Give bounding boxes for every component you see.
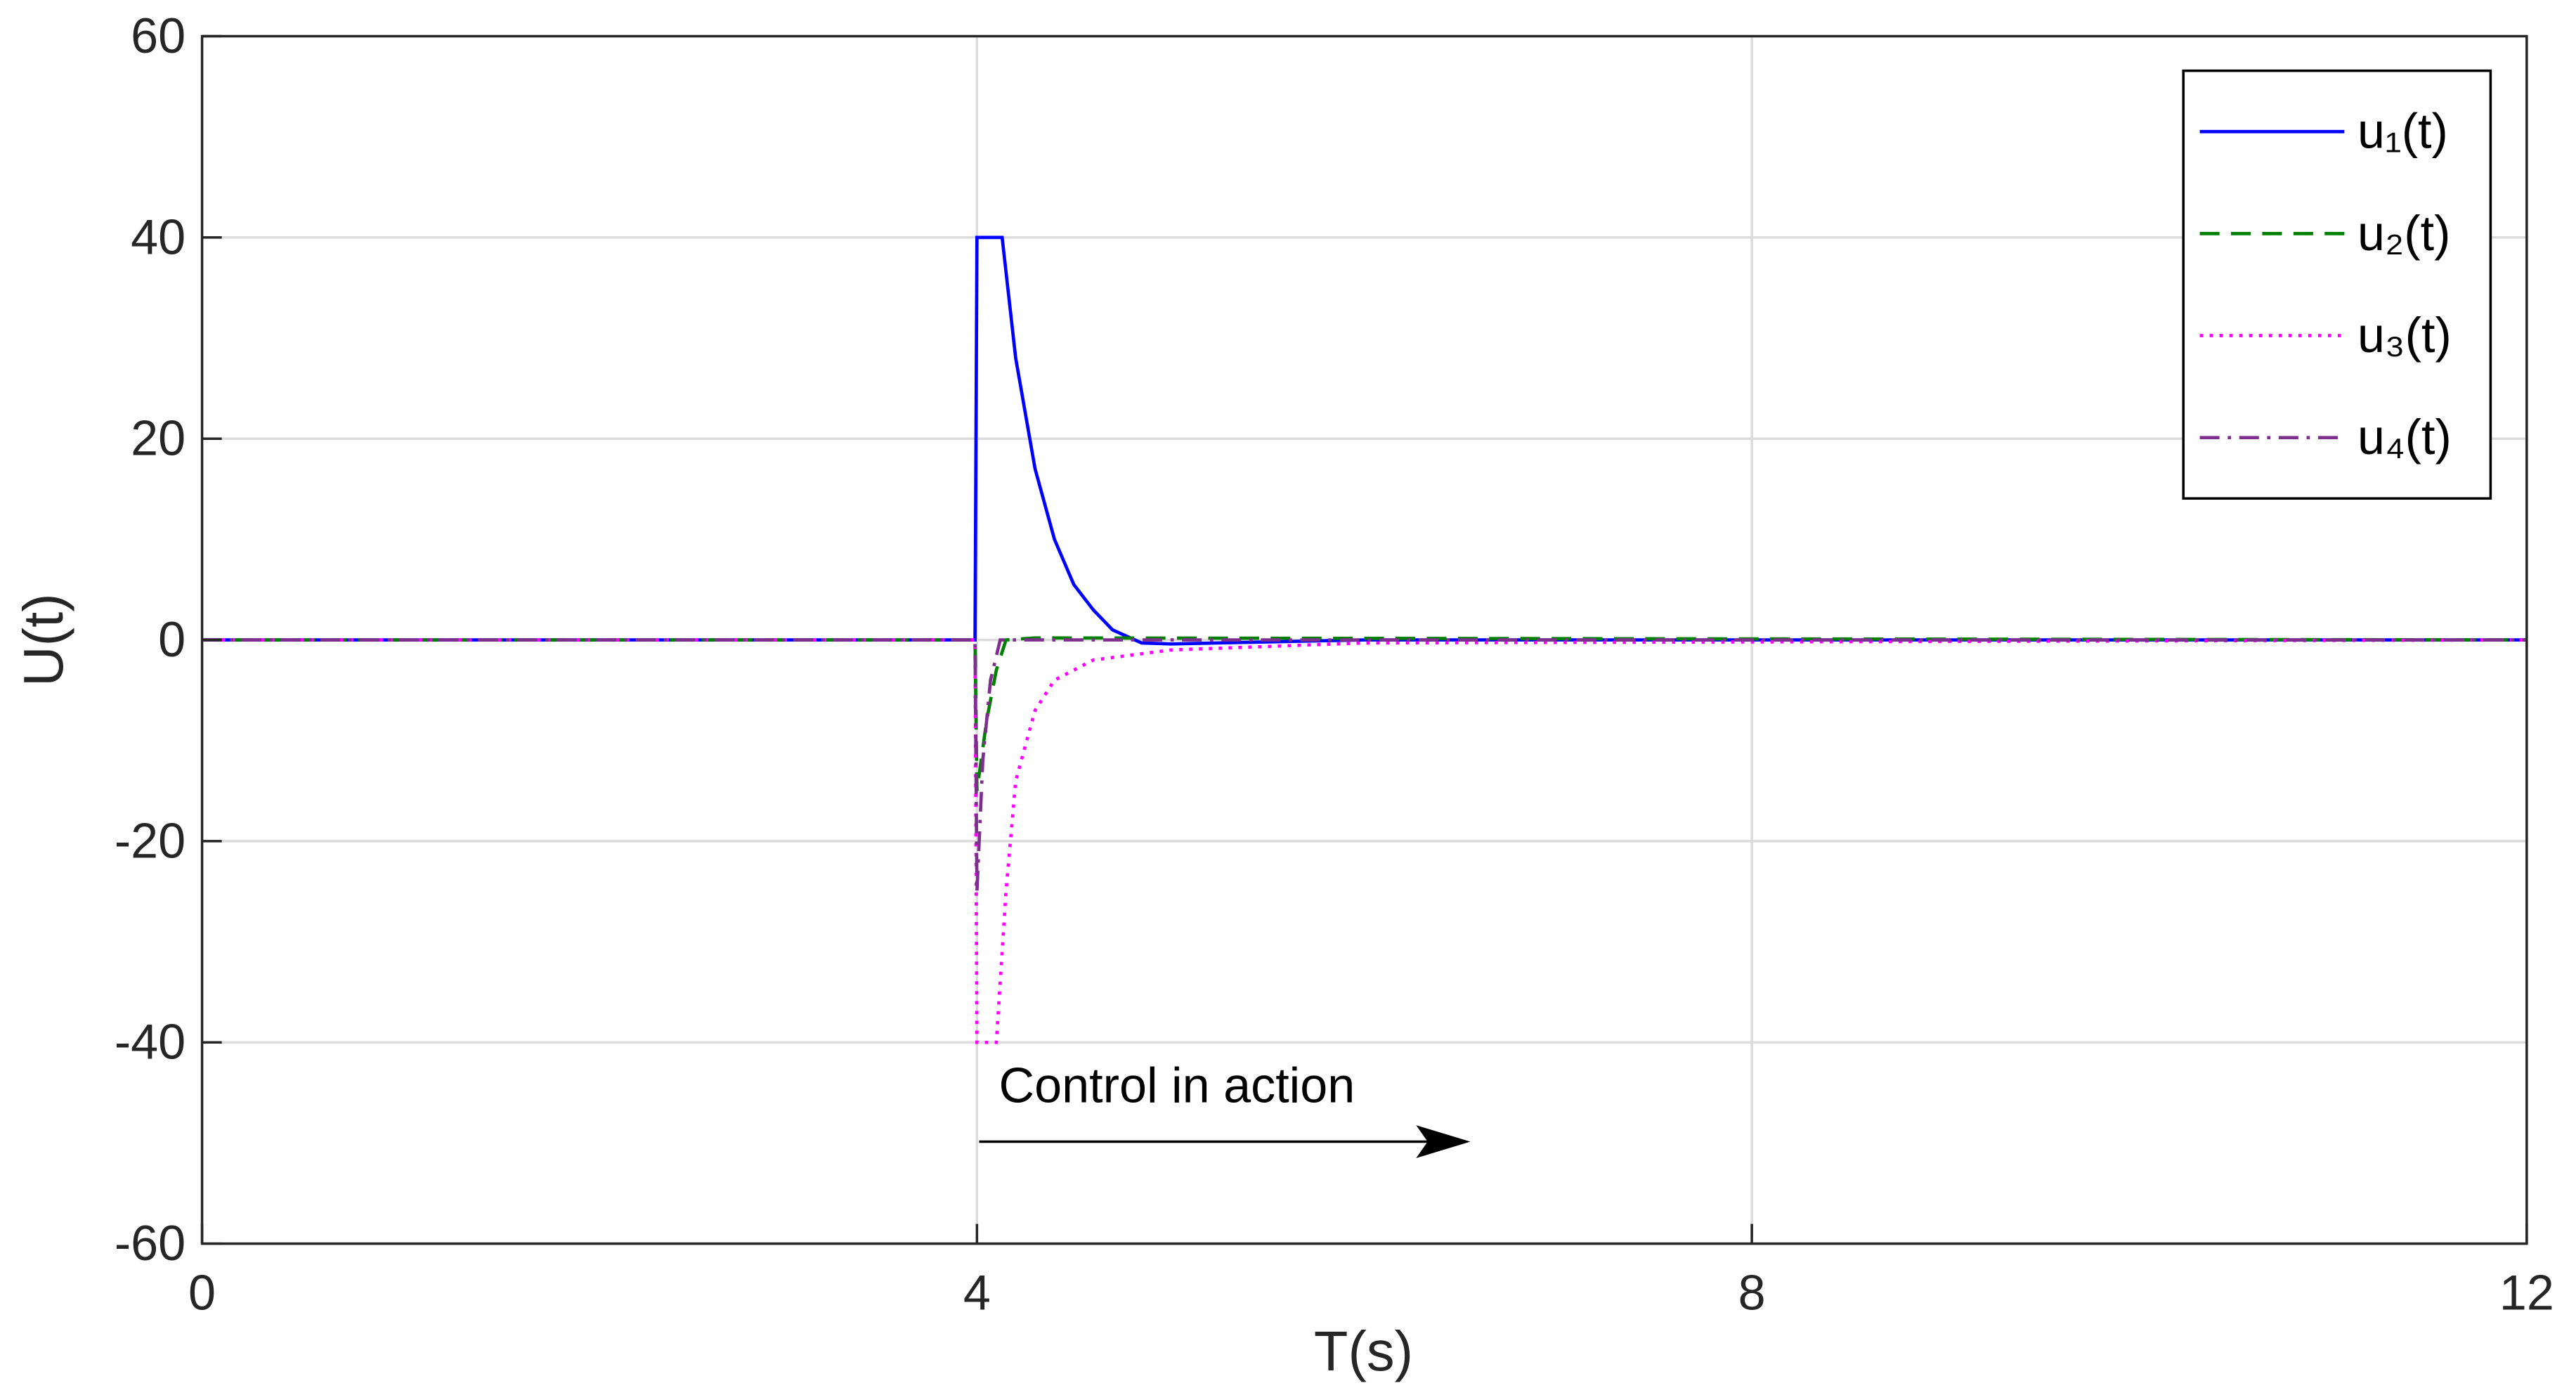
series-line <box>202 235 2527 646</box>
series-line <box>202 638 2527 892</box>
x-tick-label: 4 <box>963 1264 991 1320</box>
legend-box <box>2182 69 2492 500</box>
x-tick-label: 12 <box>2499 1264 2554 1320</box>
y-tick-label: 40 <box>131 209 186 264</box>
legend-label: u₃(t) <box>2357 307 2452 363</box>
y-tick-label: 0 <box>158 611 186 667</box>
y-tick-label: -40 <box>115 1014 186 1070</box>
y-tick-label: 60 <box>131 8 186 63</box>
y-tick-label: -60 <box>115 1215 186 1271</box>
y-tick-label: -20 <box>115 812 186 868</box>
y-tick-label: 20 <box>131 410 186 466</box>
lines <box>202 235 2527 1044</box>
legend-label: u₄(t) <box>2357 409 2452 465</box>
x-tick-label: 0 <box>188 1264 216 1320</box>
arrow-head <box>1416 1125 1471 1158</box>
legend: u₁(t) u₂(t) u₃(t) u₄(t) <box>2182 69 2492 500</box>
ticks: 0 4 8 12 -60 -40 -20 0 20 40 60 <box>115 8 2554 1320</box>
x-tick-label: 8 <box>1738 1264 1766 1320</box>
x-axis-label: T(s) <box>1314 1320 1413 1382</box>
y-axis-label: U(t) <box>12 593 74 687</box>
legend-label: u₂(t) <box>2357 205 2450 261</box>
legend-label: u₁(t) <box>2357 103 2448 159</box>
annotation: Control in action <box>999 1057 1355 1112</box>
